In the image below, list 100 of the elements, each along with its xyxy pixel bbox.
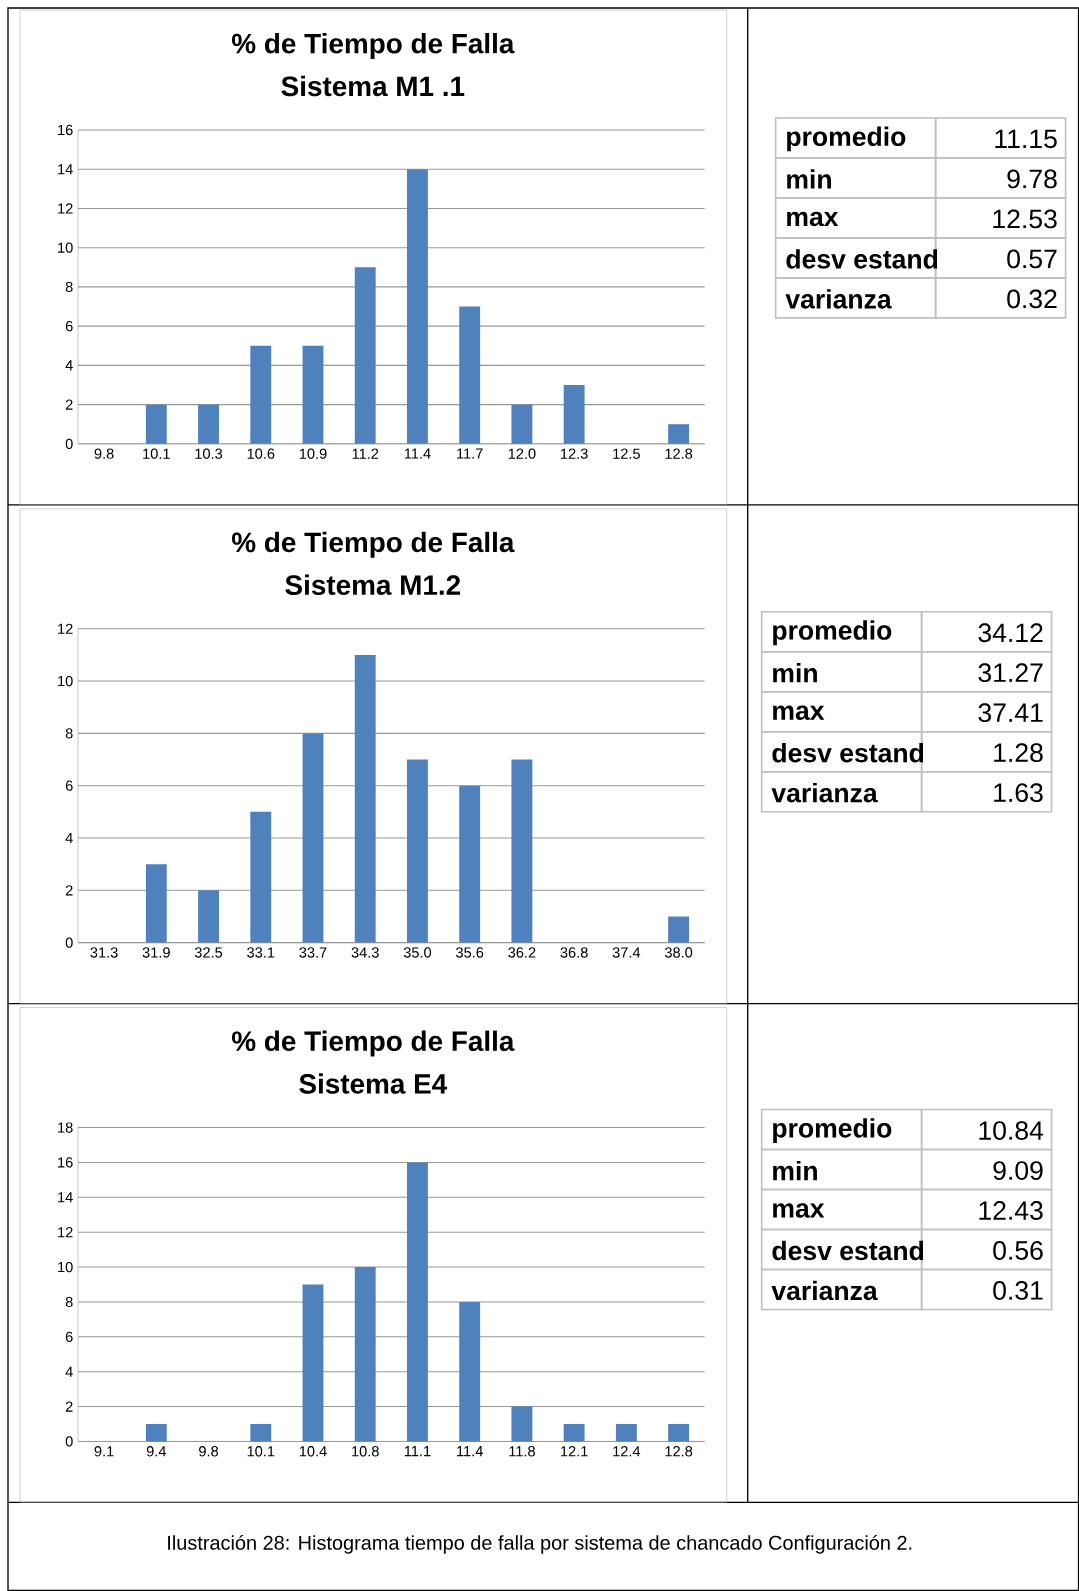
text: 9.09 bbox=[993, 1161, 1043, 1180]
bar bbox=[563, 1423, 585, 1442]
y-tick-label: 2 bbox=[65, 885, 73, 896]
x-tick-label: 9.8 bbox=[198, 1446, 218, 1457]
bar bbox=[354, 654, 376, 943]
x-tick-label: 32.5 bbox=[194, 947, 223, 958]
bar bbox=[145, 864, 167, 943]
y-tick-label: 4 bbox=[65, 360, 73, 371]
y-tick-label: 12 bbox=[58, 203, 73, 214]
text: 1.28 bbox=[994, 743, 1043, 763]
x-tick-label: 11.8 bbox=[509, 1446, 535, 1457]
x-tick-label: 37.4 bbox=[612, 947, 641, 958]
y-tick-label: 18 bbox=[58, 1122, 73, 1133]
x-tick-label: 11.1 bbox=[404, 1446, 431, 1457]
bar bbox=[459, 306, 481, 444]
text: promedio bbox=[787, 126, 906, 152]
x-tick-label: 33.7 bbox=[299, 947, 327, 958]
x-tick-label: 33.1 bbox=[247, 947, 275, 958]
bar bbox=[511, 759, 533, 943]
text: 0.57 bbox=[1007, 249, 1057, 269]
x-tick-label: 38.0 bbox=[664, 947, 693, 958]
text: 0.56 bbox=[993, 1241, 1043, 1260]
x-tick-label: 12.4 bbox=[613, 1446, 641, 1457]
x-tick-label: 35.6 bbox=[455, 947, 484, 958]
text: 1.63 bbox=[994, 783, 1043, 803]
chart-title: % de Tiempo de Falla bbox=[231, 531, 515, 558]
x-tick-label: 9.8 bbox=[94, 448, 114, 459]
y-tick-label: 14 bbox=[58, 164, 73, 175]
chart-subtitle: Sistema M1.2 bbox=[285, 574, 460, 595]
x-tick-label: 12.8 bbox=[665, 1446, 693, 1457]
x-tick-label: 12.3 bbox=[560, 448, 588, 459]
y-tick-label: 16 bbox=[58, 124, 73, 136]
text: 12.43 bbox=[979, 1201, 1043, 1220]
bar bbox=[250, 345, 272, 444]
text: min bbox=[787, 169, 831, 189]
bar bbox=[459, 1301, 481, 1442]
bar bbox=[406, 759, 428, 943]
x-tick-label: 11.4 bbox=[404, 448, 431, 459]
x-tick-label: 12.8 bbox=[665, 448, 693, 459]
x-tick-label: 10.4 bbox=[299, 1446, 327, 1457]
y-tick-label: 16 bbox=[58, 1157, 73, 1168]
bar bbox=[250, 811, 272, 943]
text: desv estand bbox=[772, 1240, 923, 1261]
x-tick-label: 10.1 bbox=[247, 1446, 275, 1457]
y-tick-label: 6 bbox=[65, 1331, 73, 1342]
bar bbox=[198, 890, 219, 943]
y-tick-label: 12 bbox=[58, 1227, 73, 1238]
y-tick-label: 0 bbox=[65, 438, 73, 449]
bar bbox=[459, 785, 481, 943]
x-tick-label: 11.2 bbox=[352, 448, 379, 459]
x-tick-label: 10.6 bbox=[247, 448, 275, 459]
text: 9.78 bbox=[1007, 169, 1057, 189]
text: min bbox=[773, 663, 817, 683]
bar bbox=[563, 384, 585, 444]
x-tick-label: 10.1 bbox=[143, 448, 170, 459]
y-tick-label: 10 bbox=[58, 1261, 73, 1273]
bar bbox=[145, 404, 167, 444]
text: 37.41 bbox=[978, 703, 1043, 723]
y-tick-label: 4 bbox=[65, 832, 73, 844]
bar bbox=[302, 345, 324, 444]
y-tick-label: 2 bbox=[65, 399, 73, 410]
bar bbox=[145, 1423, 167, 1442]
y-tick-label: 6 bbox=[65, 780, 73, 791]
bar bbox=[354, 1267, 376, 1442]
x-tick-label: 12.5 bbox=[613, 448, 640, 459]
text: promedio bbox=[773, 620, 892, 646]
x-tick-label: 12.1 bbox=[560, 1446, 588, 1457]
x-tick-label: 9.1 bbox=[94, 1446, 114, 1457]
y-tick-label: 14 bbox=[58, 1192, 73, 1203]
text: 34.12 bbox=[978, 623, 1043, 643]
chart-title: % de Tiempo de Falla bbox=[231, 1030, 515, 1057]
bar bbox=[511, 1406, 533, 1442]
bar bbox=[668, 1423, 689, 1442]
x-tick-label: 31.9 bbox=[142, 947, 170, 958]
bar bbox=[511, 404, 533, 444]
x-tick-label: 9.4 bbox=[146, 1446, 166, 1457]
text: desv estand bbox=[786, 249, 937, 269]
text: desv estand bbox=[772, 742, 923, 763]
chart-subtitle: Sistema E4 bbox=[299, 1073, 447, 1094]
bar bbox=[668, 916, 689, 943]
x-tick-label: 36.2 bbox=[508, 947, 536, 958]
text: 12.53 bbox=[993, 209, 1057, 229]
bar bbox=[250, 1423, 272, 1442]
y-tick-label: 10 bbox=[58, 675, 73, 687]
y-tick-label: 8 bbox=[65, 281, 73, 293]
x-tick-label: 34.3 bbox=[351, 947, 379, 958]
x-tick-label: 10.8 bbox=[352, 1446, 379, 1457]
bar bbox=[406, 169, 428, 444]
y-tick-label: 8 bbox=[65, 1296, 73, 1308]
x-tick-label: 11.7 bbox=[457, 448, 483, 459]
bar bbox=[668, 424, 689, 444]
y-tick-label: 0 bbox=[65, 1436, 73, 1447]
text: 0.32 bbox=[1007, 289, 1057, 309]
text: 0.31 bbox=[993, 1281, 1043, 1300]
x-tick-label: 11.4 bbox=[457, 1446, 483, 1457]
x-tick-label: 10.9 bbox=[299, 448, 327, 459]
text: 11.15 bbox=[995, 129, 1057, 149]
bar bbox=[615, 1423, 637, 1442]
text: min bbox=[773, 1160, 817, 1181]
text: 10.84 bbox=[979, 1121, 1043, 1140]
